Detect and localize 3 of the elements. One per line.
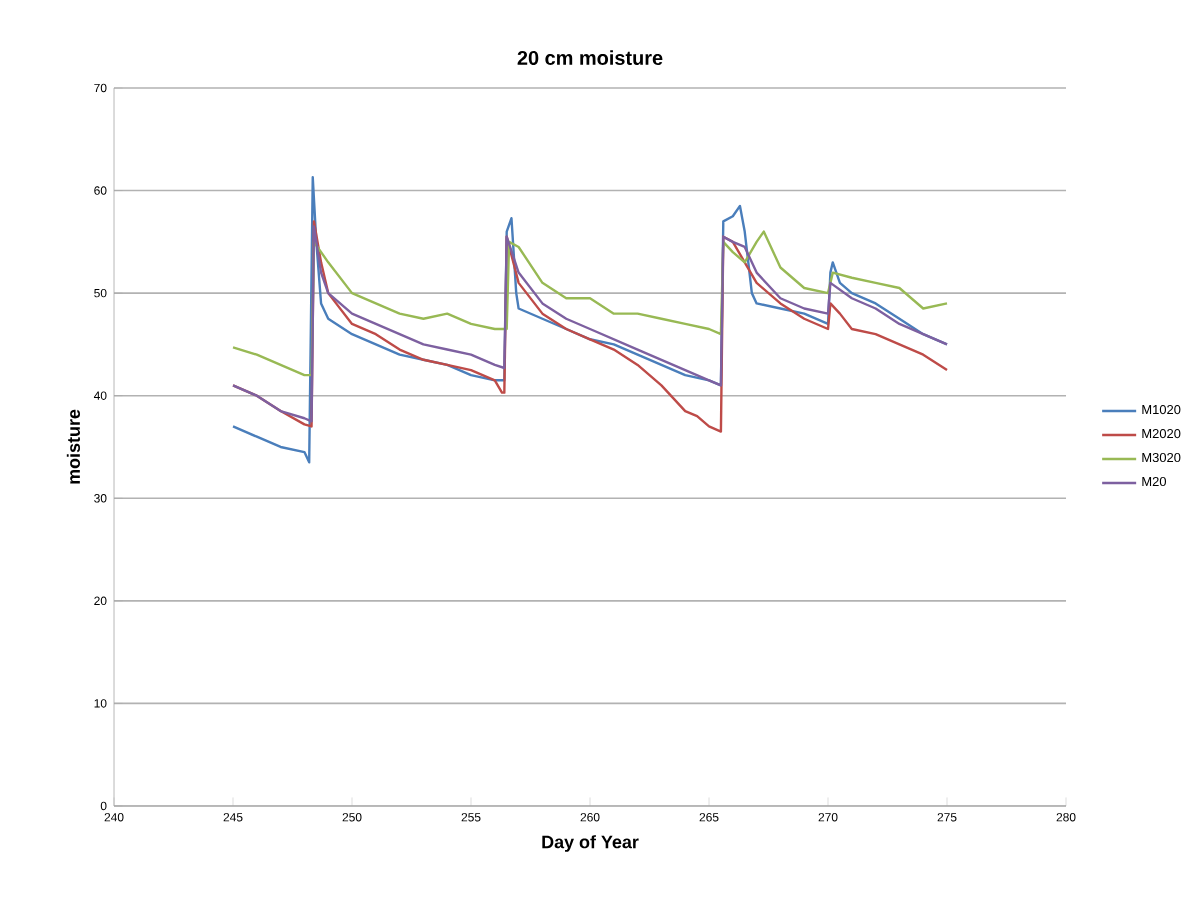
- y-axis-title: moisture: [66, 409, 81, 484]
- chart-title: 20 cm moisture: [517, 50, 663, 65]
- x-axis-title: Day of Year: [542, 835, 639, 852]
